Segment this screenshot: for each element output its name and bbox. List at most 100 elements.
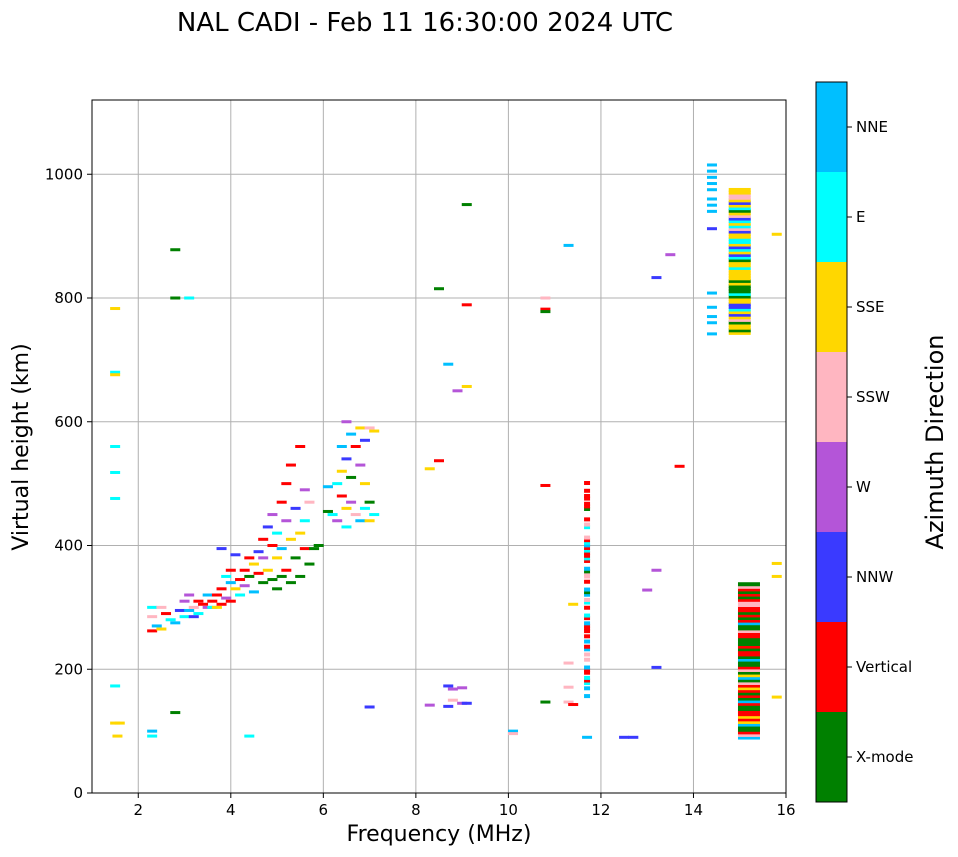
data-point <box>285 581 296 585</box>
stack-mark <box>737 727 760 732</box>
stack-mark <box>737 730 760 735</box>
data-point <box>272 531 283 535</box>
stack-mark <box>728 219 751 224</box>
stack-mark <box>737 662 760 667</box>
data-point <box>540 483 551 487</box>
data-point <box>359 438 370 442</box>
y-tick-label: 200 <box>54 660 83 678</box>
data-point <box>161 612 172 616</box>
data-point <box>211 593 222 597</box>
stack-mark <box>584 605 591 610</box>
stack-mark <box>737 732 760 737</box>
stack-mark <box>728 289 751 294</box>
data-point <box>706 209 717 213</box>
stack-mark <box>737 722 760 727</box>
stack-mark <box>728 271 751 276</box>
data-point <box>147 729 158 733</box>
stack-mark <box>584 694 591 699</box>
data-point <box>706 332 717 336</box>
stack-mark <box>728 297 751 302</box>
data-point <box>147 629 158 633</box>
stack-mark <box>737 597 760 602</box>
data-point <box>706 315 717 319</box>
data-point <box>341 420 352 424</box>
data-point <box>295 445 306 448</box>
data-point <box>221 574 232 578</box>
grid-lines <box>92 100 786 793</box>
data-point <box>355 426 366 430</box>
stack-mark <box>728 239 751 244</box>
stack-mark <box>584 634 591 639</box>
data-point <box>276 547 287 551</box>
stack-mark <box>728 203 751 208</box>
data-point <box>110 470 121 474</box>
colorbar-tick-label: X-mode <box>856 748 913 766</box>
data-point <box>508 729 519 733</box>
stack-mark <box>737 600 760 605</box>
data-point <box>179 599 190 603</box>
data-point <box>170 621 181 625</box>
data-point <box>434 287 444 291</box>
data-point <box>336 494 347 498</box>
stack-mark <box>737 584 760 589</box>
data-point <box>147 605 158 609</box>
stack-mark <box>737 595 760 600</box>
stack-mark <box>584 668 591 673</box>
data-point <box>258 556 269 560</box>
data-point <box>364 500 375 504</box>
y-tick-label: 400 <box>54 537 83 555</box>
y-tick-label: 800 <box>54 289 83 307</box>
data-point <box>508 732 519 736</box>
data-point <box>174 608 185 612</box>
data-point <box>253 550 264 554</box>
stack-mark <box>584 538 591 543</box>
stack-mark <box>737 686 760 691</box>
data-point <box>540 296 551 300</box>
data-point <box>281 519 292 523</box>
stack-mark <box>737 652 760 657</box>
data-point <box>295 531 306 535</box>
data-point <box>179 615 190 619</box>
stack-mark <box>737 688 760 693</box>
stack-mark <box>584 480 591 485</box>
stack-mark <box>584 522 591 527</box>
data-point <box>359 482 370 486</box>
data-point <box>193 612 204 616</box>
data-point <box>706 321 717 325</box>
x-axis-label: Frequency (MHz) <box>347 822 532 847</box>
data-point <box>253 571 264 575</box>
data-point <box>207 599 218 603</box>
data-point <box>341 457 352 461</box>
data-point <box>771 232 782 236</box>
stack-mark <box>584 525 591 530</box>
y-axis-ticks: 0 200 400 600 800 1000 <box>45 165 92 802</box>
stack-mark <box>728 291 751 296</box>
data-point <box>110 373 121 377</box>
data-point <box>267 513 278 517</box>
data-point <box>341 506 352 510</box>
stack-mark <box>728 242 751 247</box>
colorbar-segment <box>816 172 847 262</box>
data-point <box>563 243 574 247</box>
stack-mark <box>737 712 760 717</box>
stack-mark <box>728 299 751 304</box>
data-point <box>563 661 574 665</box>
stack-mark <box>737 623 760 628</box>
data-point <box>258 581 269 585</box>
stack-mark <box>584 616 591 621</box>
data-point <box>322 509 333 513</box>
stack-mark <box>737 667 760 672</box>
stack-mark <box>737 696 760 701</box>
stack-mark <box>584 574 591 579</box>
x-tick-label: 8 <box>411 801 421 819</box>
data-point <box>272 556 283 560</box>
data-point <box>706 182 717 186</box>
stack-mark <box>728 216 751 221</box>
stack-mark <box>737 621 760 626</box>
stack-mark <box>728 252 751 257</box>
stack-mark <box>737 678 760 683</box>
data-point <box>267 544 278 547</box>
stack-mark <box>737 673 760 678</box>
stack-mark <box>737 647 760 652</box>
